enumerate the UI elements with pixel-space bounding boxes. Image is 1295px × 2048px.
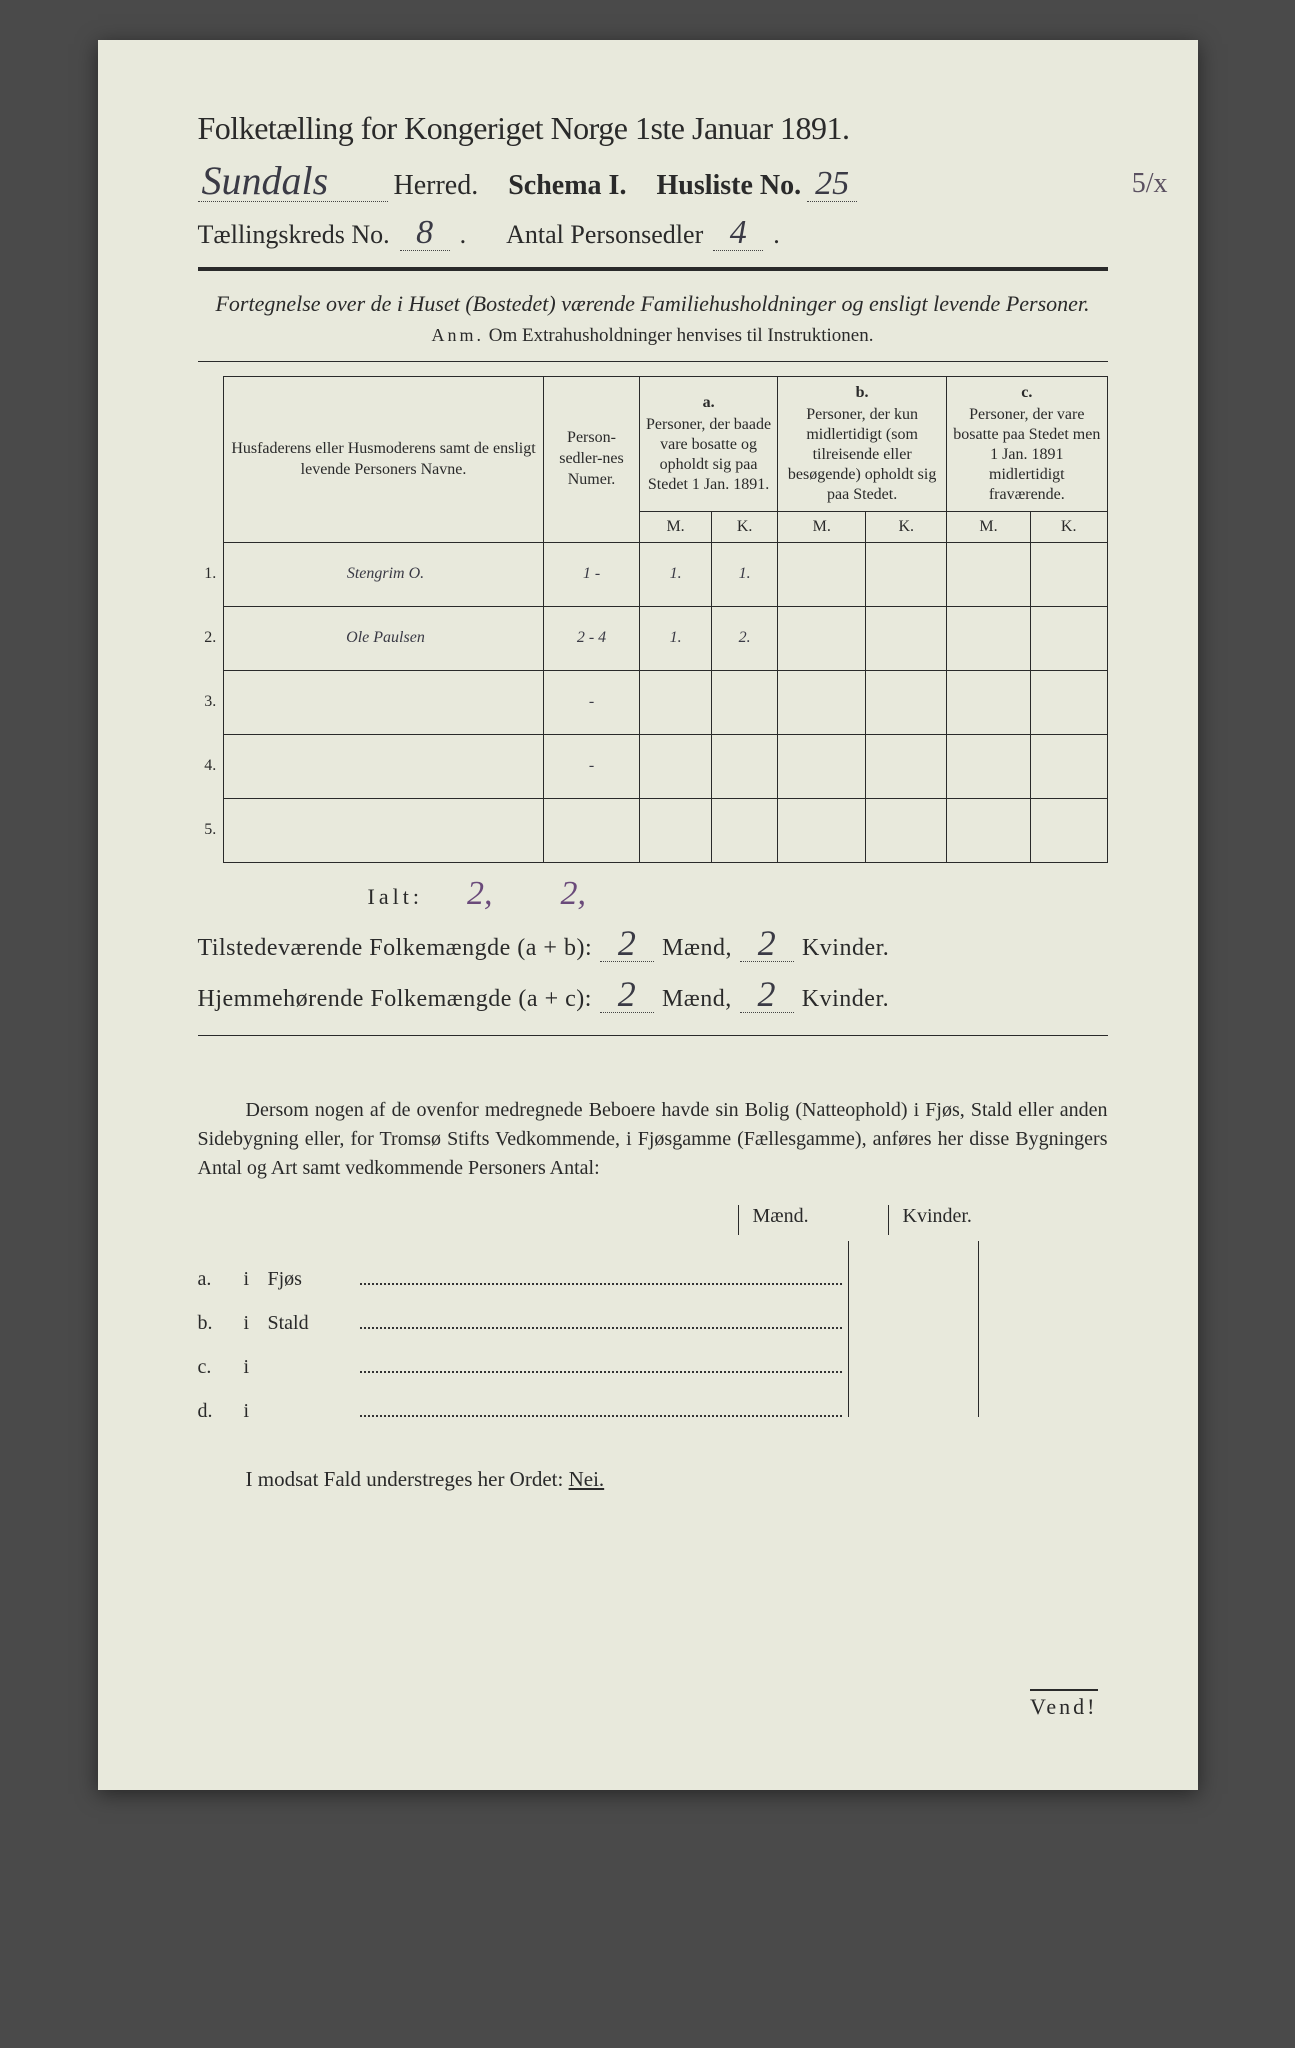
numer-cell: 1 - (544, 542, 640, 606)
side-building-paragraph: Dersom nogen af de ovenfor medregnede Be… (198, 1096, 1108, 1183)
col-numer-header: Person-sedler-nes Numer. (544, 376, 640, 542)
kreds-value: 8 (400, 216, 450, 251)
herred-value: Sundals (198, 161, 388, 202)
divider (198, 267, 1108, 271)
table-row: 2. Ole Paulsen 2 - 4 1. 2. (198, 606, 1108, 670)
byg-row: b. i Stald (198, 1285, 1108, 1329)
name-cell (224, 670, 544, 734)
header-line-3: Tællingskreds No. 8 . Antal Personsedler… (198, 216, 1108, 251)
numer-cell: - (544, 670, 640, 734)
census-form-page: 5/x Folketælling for Kongeriget Norge 1s… (98, 40, 1198, 1790)
subtitle-italic: Fortegnelse over de i Huset (Bostedet) v… (198, 289, 1108, 319)
sum-present: Tilstedeværende Folkemængde (a + b): 2 M… (198, 925, 1108, 962)
byg-row: d. i (198, 1373, 1108, 1417)
byg-kvinder-header: Kvinder. (888, 1205, 1018, 1235)
modsat-line: I modsat Fald understreges her Ordet: Ne… (198, 1467, 1108, 1492)
personsedler-value: 4 (713, 216, 763, 251)
sum-resident: Hjemmehørende Folkemængde (a + c): 2 Mæn… (198, 976, 1108, 1013)
col-c-k: K. (1030, 511, 1107, 542)
husliste-value: 25 (807, 167, 857, 202)
ialt-label: Ialt: (368, 884, 423, 910)
ialt-row: Ialt: 2, 2, (198, 877, 1108, 911)
numer-cell: - (544, 734, 640, 798)
numer-cell: 2 - 4 (544, 606, 640, 670)
personsedler-label: Antal Personsedler (506, 220, 703, 250)
sum-resident-m: 2 (600, 976, 654, 1013)
vend-label: Vend! (1030, 1689, 1098, 1720)
col-b-k: K. (866, 511, 947, 542)
divider (198, 1035, 1108, 1036)
byg-row: a. i Fjøs (198, 1241, 1108, 1285)
nei-word: Nei. (569, 1467, 605, 1491)
col-names-header: Husfaderens eller Husmoderens samt de en… (224, 376, 544, 542)
byg-row: c. i (198, 1329, 1108, 1373)
col-c-m: M. (947, 511, 1031, 542)
schema-label: Schema I. (508, 170, 626, 202)
col-a-header: a. Personer, der baade vare bosatte og o… (640, 376, 778, 511)
household-table: Husfaderens eller Husmoderens samt de en… (198, 376, 1108, 863)
table-row: 5. (198, 798, 1108, 862)
name-cell: Stengrim O. (224, 542, 544, 606)
sum-resident-k: 2 (740, 976, 794, 1013)
page-title: Folketælling for Kongeriget Norge 1ste J… (198, 110, 1108, 147)
kreds-label: Tællingskreds No. (198, 220, 390, 250)
col-a-k: K. (712, 511, 778, 542)
col-b-header: b. Personer, der kun midlertidigt (som t… (778, 376, 947, 511)
table-row: 1. Stengrim O. 1 - 1. 1. (198, 542, 1108, 606)
table-row: 4. - (198, 734, 1108, 798)
header-line-2: Sundals Herred. Schema I. Husliste No. 2… (198, 161, 1108, 202)
numer-cell (544, 798, 640, 862)
anm-line: Anm. Om Extrahusholdninger henvises til … (198, 325, 1108, 347)
table-row: 3. - (198, 670, 1108, 734)
name-cell (224, 798, 544, 862)
name-cell: Ole Paulsen (224, 606, 544, 670)
col-b-m: M. (778, 511, 866, 542)
ialt-k: 2, (556, 877, 590, 911)
herred-label: Herred. (394, 170, 479, 202)
sum-present-m: 2 (600, 925, 654, 962)
side-building-table: Mænd. Kvinder. a. i Fjøs b. i Stald c. i… (198, 1205, 1108, 1417)
side-annotation: 5/x (1132, 168, 1168, 200)
divider (198, 361, 1108, 362)
col-c-header: c. Personer, der vare bosatte paa Stedet… (947, 376, 1107, 511)
sum-present-k: 2 (740, 925, 794, 962)
ialt-m: 2, (463, 877, 497, 911)
col-a-m: M. (640, 511, 712, 542)
byg-maend-header: Mænd. (738, 1205, 868, 1235)
name-cell (224, 734, 544, 798)
husliste-label: Husliste No. (656, 170, 801, 202)
